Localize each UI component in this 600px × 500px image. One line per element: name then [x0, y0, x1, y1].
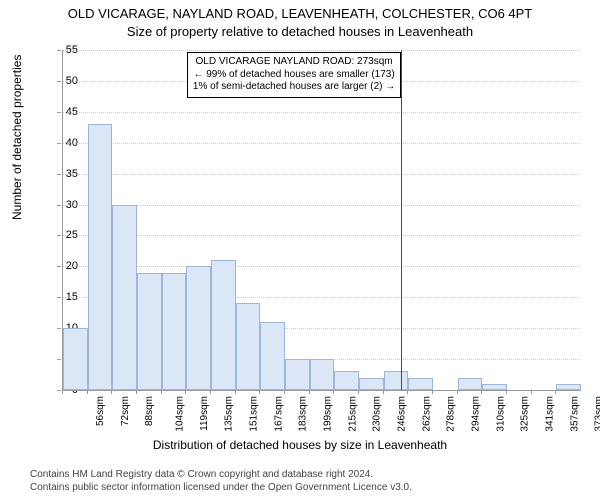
bar [285, 359, 310, 390]
bar [88, 124, 113, 390]
bar [384, 371, 409, 390]
x-tick-label: 183sqm [298, 396, 309, 432]
plot-area: OLD VICARAGE NAYLAND ROAD: 273sqm ← 99% … [62, 50, 581, 391]
annotation-line1: OLD VICARAGE NAYLAND ROAD: 273sqm [193, 56, 395, 69]
y-axis-label: Number of detached properties [10, 55, 24, 220]
x-tick-label: 294sqm [471, 396, 482, 432]
bar [63, 328, 88, 390]
x-tick-label: 72sqm [120, 396, 131, 426]
bar [112, 205, 137, 390]
x-tick-label: 167sqm [273, 396, 284, 432]
x-tick-label: 246sqm [397, 396, 408, 432]
annotation-box: OLD VICARAGE NAYLAND ROAD: 273sqm ← 99% … [187, 52, 401, 98]
x-tick-label: 310sqm [495, 396, 506, 432]
bar [186, 266, 211, 390]
bar [359, 378, 384, 390]
bar [260, 322, 285, 390]
x-tick-label: 104sqm [175, 396, 186, 432]
x-tick-label: 325sqm [520, 396, 531, 432]
x-tick-label: 373sqm [594, 396, 600, 432]
x-tick-label: 151sqm [249, 396, 260, 432]
footer-line1: Contains HM Land Registry data © Crown c… [30, 468, 412, 481]
footer: Contains HM Land Registry data © Crown c… [30, 468, 412, 494]
x-tick-label: 199sqm [323, 396, 334, 432]
chart-container: OLD VICARAGE, NAYLAND ROAD, LEAVENHEATH,… [0, 0, 600, 500]
x-tick-label: 262sqm [421, 396, 432, 432]
x-tick-label: 341sqm [545, 396, 556, 432]
marker-line [401, 50, 402, 390]
bar [482, 384, 507, 390]
bar [310, 359, 335, 390]
bar [162, 273, 187, 390]
x-tick-label: 119sqm [199, 396, 210, 431]
chart-title-sub: Size of property relative to detached ho… [0, 24, 600, 39]
chart-title-main: OLD VICARAGE, NAYLAND ROAD, LEAVENHEATH,… [0, 6, 600, 21]
bar [556, 384, 581, 390]
x-tick-label: 56sqm [95, 396, 106, 426]
x-axis-label: Distribution of detached houses by size … [0, 438, 600, 452]
x-tick-label: 215sqm [347, 396, 358, 432]
bar [137, 273, 162, 390]
bar [458, 378, 483, 390]
x-tick-label: 357sqm [569, 396, 580, 432]
x-tick-label: 278sqm [446, 396, 457, 432]
bar [334, 371, 359, 390]
x-tick-label: 88sqm [144, 396, 155, 426]
annotation-line3: 1% of semi-detached houses are larger (2… [193, 81, 395, 94]
x-tick-label: 230sqm [372, 396, 383, 432]
x-tick-label: 135sqm [224, 396, 235, 432]
bar [408, 378, 433, 390]
footer-line2: Contains public sector information licen… [30, 481, 412, 494]
annotation-line2: ← 99% of detached houses are smaller (17… [193, 69, 395, 82]
bar [236, 303, 261, 390]
bar [211, 260, 236, 390]
